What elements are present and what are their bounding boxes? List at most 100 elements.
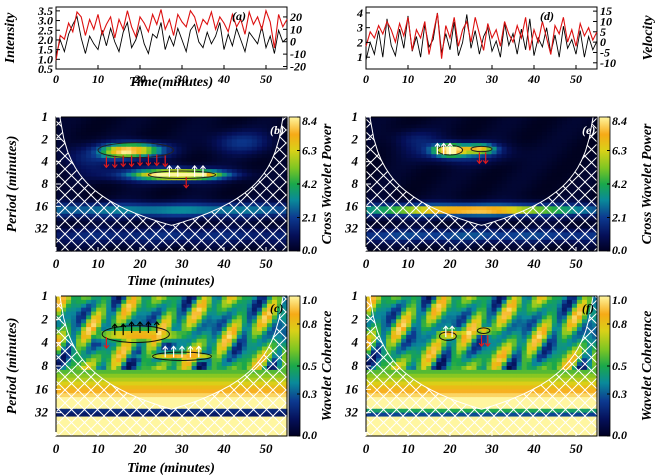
heatmap-cell <box>411 139 417 144</box>
heatmap-cell <box>186 299 193 305</box>
heatmap-cell <box>496 187 503 193</box>
phase-arrow <box>145 154 152 167</box>
heatmap-cell <box>186 362 193 367</box>
heatmap-cell <box>206 143 213 148</box>
heatmap-cell <box>86 354 92 359</box>
heatmap-cell <box>246 172 253 178</box>
heatmap-cell <box>526 139 533 144</box>
heatmap-cell <box>436 139 442 144</box>
heatmap-cell <box>126 354 132 359</box>
heatmap-cell <box>451 184 457 189</box>
heatmap-cell <box>116 319 122 324</box>
heatmap-cell <box>131 154 137 159</box>
heatmap-cell <box>176 373 183 379</box>
heatmap-cell <box>136 135 142 140</box>
heatmap-cell <box>531 120 538 126</box>
heatmap-cell <box>236 338 243 344</box>
heatmap-cell <box>121 354 127 359</box>
heatmap-cell <box>141 350 147 355</box>
y-tick-label: 4 <box>351 154 359 169</box>
heatmap-cell <box>151 146 158 152</box>
heatmap-cell <box>161 393 168 398</box>
heatmap-cell <box>211 311 218 317</box>
heatmap-cell <box>511 124 518 129</box>
x-axis-label: Time (minutes) <box>127 274 215 289</box>
heatmap-cell <box>461 169 468 174</box>
heatmap-cell <box>161 157 168 163</box>
heatmap-cell <box>491 195 498 200</box>
heatmap-cell <box>191 315 198 320</box>
heatmap-cell <box>256 146 263 152</box>
heatmap-cell <box>481 124 488 129</box>
heatmap-cell <box>266 143 273 148</box>
heatmap-cell <box>171 187 178 193</box>
heatmap-cell <box>251 342 258 348</box>
heatmap-cell <box>451 191 457 196</box>
heatmap-cell <box>171 124 178 129</box>
heatmap-cell <box>226 373 233 379</box>
heatmap-cell <box>216 187 223 193</box>
heatmap-cell <box>271 307 278 313</box>
heatmap-cell <box>126 124 132 129</box>
heatmap-cell <box>186 172 193 178</box>
heatmap-cell <box>126 165 132 170</box>
heatmap-cell <box>216 307 223 313</box>
heatmap-cell <box>566 128 573 133</box>
heatmap-cell <box>161 180 168 185</box>
heatmap-cell <box>211 165 218 170</box>
heatmap-cell <box>101 369 107 375</box>
heatmap-cell <box>176 135 183 140</box>
heatmap-cell <box>541 157 548 163</box>
heatmap-cell <box>496 169 503 174</box>
heatmap-cell <box>196 195 203 200</box>
heatmap-cell <box>196 366 203 371</box>
heatmap-cell <box>471 210 478 215</box>
heatmap-cell <box>411 128 417 133</box>
y-tick-label: 4 <box>41 154 49 169</box>
heatmap-cell <box>416 135 422 140</box>
heatmap-cell <box>231 373 238 379</box>
heatmap-cell <box>226 191 233 196</box>
heatmap-cell <box>271 146 278 152</box>
heatmap-cell <box>436 135 442 140</box>
heatmap-cell <box>521 172 528 178</box>
heatmap-cell <box>156 161 163 166</box>
heatmap-cell <box>106 120 112 126</box>
heatmap-cell <box>266 128 273 133</box>
heatmap-cell <box>486 117 493 122</box>
heatmap-cell <box>196 381 203 387</box>
heatmap-cell <box>166 128 173 133</box>
heatmap-cell <box>206 191 213 196</box>
heatmap-cell <box>61 311 67 317</box>
heatmap-cell <box>81 117 87 122</box>
heatmap-cell <box>166 221 173 226</box>
heatmap-cell <box>116 172 122 178</box>
heatmap-cell <box>81 319 87 324</box>
heatmap-cell <box>171 165 178 170</box>
heatmap-cell <box>211 143 218 148</box>
heatmap-cell <box>466 180 473 185</box>
heatmap-cell <box>136 334 142 340</box>
heatmap-cell <box>441 139 447 144</box>
heatmap-cell <box>411 143 417 148</box>
heatmap-cell <box>456 139 463 144</box>
heatmap-cell <box>106 150 112 155</box>
heatmap-cell <box>506 191 513 196</box>
heatmap-cell <box>76 146 82 152</box>
heatmap-cell <box>256 299 263 305</box>
heatmap-cell <box>146 139 153 144</box>
heatmap-cell <box>106 354 112 359</box>
y-tick-label-left: 3.0 <box>37 14 53 28</box>
heatmap-cell <box>126 358 132 363</box>
heatmap-cell <box>581 124 588 129</box>
heatmap-cell <box>381 135 387 140</box>
heatmap-cell <box>576 128 583 133</box>
heatmap-cell <box>221 358 228 363</box>
heatmap-cell <box>171 157 178 163</box>
heatmap-cell <box>91 128 97 133</box>
heatmap-cell <box>236 296 243 301</box>
heatmap-cell <box>121 195 127 200</box>
heatmap-cell <box>221 385 228 390</box>
heatmap-cell <box>211 296 218 301</box>
